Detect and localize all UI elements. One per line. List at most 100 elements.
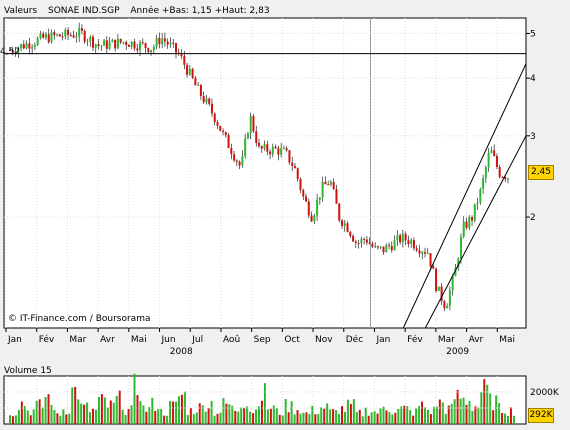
candle-body: [396, 235, 399, 241]
month-label: Fév: [39, 334, 55, 345]
candle-body: [266, 144, 269, 152]
volume-bar: [486, 384, 489, 424]
volume-bar: [68, 413, 71, 424]
volume-bar: [127, 409, 130, 424]
candle-body: [222, 130, 225, 133]
volume-bar: [326, 403, 329, 424]
volume-bar: [507, 415, 509, 424]
volume-bar: [355, 412, 358, 424]
volume-bar: [255, 409, 258, 424]
candle-body: [75, 36, 78, 38]
candle-body: [302, 189, 305, 197]
candle-body: [338, 203, 341, 221]
candle-body: [246, 133, 249, 139]
candle-body: [388, 245, 391, 247]
trend-channel-upper: [402, 63, 527, 329]
candle-body: [429, 253, 432, 267]
candle-body: [318, 197, 321, 200]
y-tick-label: 2: [530, 213, 536, 223]
candle-body: [80, 28, 83, 32]
candle-body: [468, 217, 471, 228]
volume-bar: [151, 397, 154, 424]
volume-bar: [415, 408, 418, 424]
volume-bar: [338, 413, 341, 424]
volume-bar: [260, 400, 263, 424]
candle-body: [363, 238, 366, 240]
volume-bar: [47, 394, 50, 424]
volume-bar: [56, 413, 59, 424]
volume-bar: [290, 401, 293, 424]
candle-body: [89, 36, 92, 42]
volume-bar: [432, 406, 435, 424]
volume-bar: [148, 407, 151, 424]
volume-bar: [373, 411, 376, 424]
volume-bar: [477, 407, 480, 424]
candle-body: [213, 113, 216, 123]
candle-body: [188, 68, 191, 75]
volume-bar: [361, 416, 364, 424]
volume-bar: [189, 407, 192, 424]
candle-body: [108, 42, 111, 49]
ticker-label: SONAE IND.SGP: [47, 6, 120, 16]
candle-body: [448, 290, 451, 307]
volume-bar: [14, 415, 17, 424]
volume-bar: [94, 409, 97, 424]
candle-body: [244, 138, 247, 157]
volume-bar: [32, 409, 35, 424]
candle-body: [446, 306, 449, 309]
candle-body: [412, 240, 415, 249]
candle-body: [382, 246, 385, 253]
volume-bar: [293, 414, 296, 424]
volume-bar: [136, 395, 139, 424]
volume-bar: [80, 403, 83, 424]
volume-bar: [438, 399, 441, 424]
candle-body: [133, 41, 136, 49]
month-label: Sep: [254, 335, 271, 345]
candle-body: [47, 34, 50, 43]
candle-body: [61, 36, 64, 38]
volume-bar: [370, 412, 373, 424]
month-label: Mar: [69, 335, 86, 345]
month-label: Jan: [375, 335, 390, 345]
volume-bar: [83, 404, 86, 424]
volume-bar: [258, 406, 260, 424]
candle-body: [435, 268, 438, 291]
candle-body: [100, 45, 103, 47]
candle-body: [42, 33, 45, 38]
volume-bar: [435, 406, 438, 424]
volume-bar: [216, 413, 219, 424]
candle-body: [484, 167, 487, 179]
volume-bar: [456, 389, 459, 424]
volume-bar: [343, 411, 346, 424]
candle-body: [479, 188, 482, 203]
volume-bar: [426, 409, 429, 424]
candle-body: [443, 301, 446, 309]
month-label: Mar: [438, 335, 455, 345]
candle-body: [379, 246, 382, 248]
volume-bar: [403, 405, 406, 424]
volume-bar: [284, 399, 287, 424]
volume-bar: [139, 401, 142, 424]
candle-body: [216, 122, 219, 126]
candle-body: [426, 253, 429, 255]
volume-bar: [483, 379, 486, 424]
candle-body: [404, 233, 407, 241]
volume-bar: [308, 414, 311, 424]
candle-body: [365, 239, 368, 243]
volume-bar: [240, 407, 243, 424]
month-label: Mai: [131, 335, 147, 345]
candle-body: [454, 268, 457, 277]
candle-body: [305, 196, 308, 202]
candle-body: [197, 85, 200, 87]
volume-bar: [462, 397, 465, 424]
volume-bar: [471, 410, 474, 424]
candle-body: [241, 156, 244, 166]
candle-body: [94, 44, 97, 48]
candle-body: [285, 148, 288, 151]
candle-body: [20, 44, 23, 49]
volume-bar: [86, 402, 89, 424]
candle-body: [390, 246, 393, 251]
candle-body: [299, 178, 302, 190]
volume-bar: [198, 403, 201, 424]
candle-body: [208, 98, 211, 104]
